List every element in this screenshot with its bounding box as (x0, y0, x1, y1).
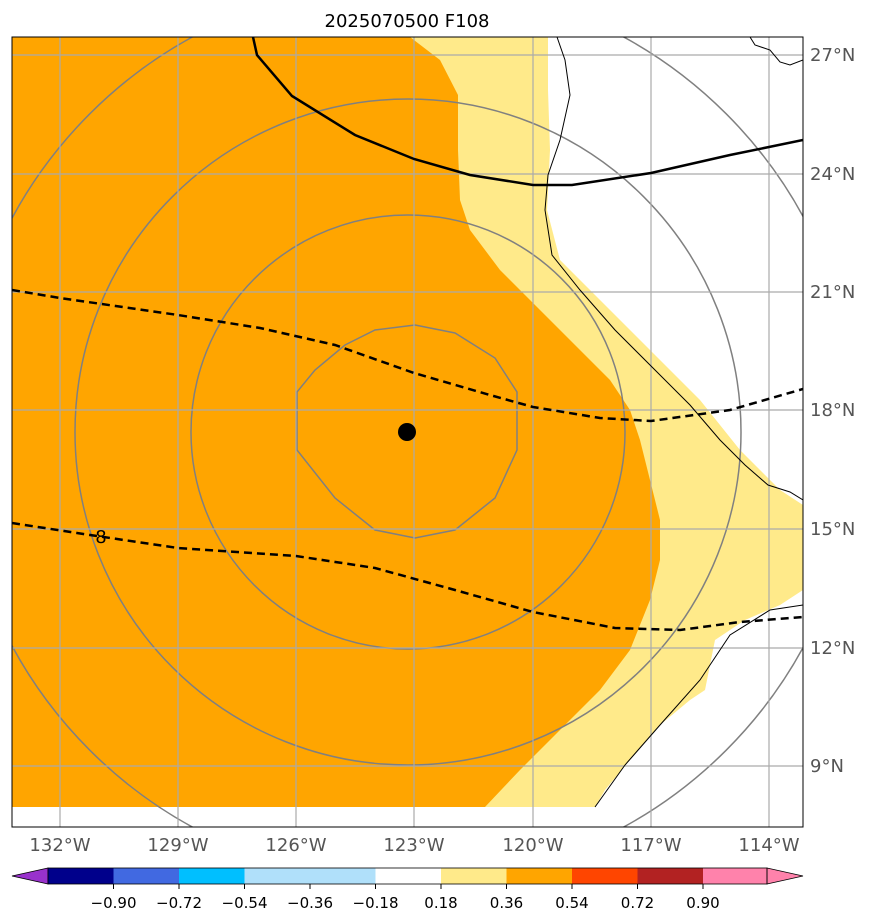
colorbar-extend-low (11, 867, 49, 885)
solid-contour (251, 37, 803, 187)
colorbar-tick-label-10: 0.90 (686, 894, 719, 912)
colorbar-tick-label-8: 0.54 (555, 894, 588, 912)
lon-label-132w: 132°W (29, 835, 90, 856)
map-frame (11, 36, 804, 828)
colorbar-segment-10 (637, 868, 703, 884)
lat-label-24n: 24°N (810, 164, 855, 185)
colorbar-tick-label-9: 0.72 (621, 894, 654, 912)
colorbar-tick-label-2: −0.72 (156, 894, 202, 912)
colorbar-tick-label-1: −0.90 (91, 894, 137, 912)
lat-label-15n: 15°N (810, 519, 855, 540)
lon-label-126w: 126°W (265, 835, 326, 856)
colorbar-segment-5 (310, 868, 376, 884)
lat-label-9n: 9°N (810, 756, 844, 777)
dashed-contour-upper (12, 288, 803, 423)
colorbar-tick-label-4: −0.36 (287, 894, 333, 912)
range-rings (12, 37, 803, 827)
colorbar-segment-11 (703, 868, 767, 884)
lat-label-21n: 21°N (810, 282, 855, 303)
colorbar-segment-3 (179, 868, 245, 884)
coastline (544, 37, 803, 808)
lon-label-117w: 117°W (620, 835, 681, 856)
colorbar-tick-label-7: 0.36 (490, 894, 523, 912)
fill-region-orange (12, 37, 660, 807)
range-ring-2 (190, 214, 626, 650)
dashed-contour-lower (12, 521, 803, 632)
range-ring-3 (74, 98, 742, 766)
lon-label-123w: 123°W (383, 835, 444, 856)
colorbar-segment-1 (48, 868, 114, 884)
colorbar-ticks (113, 884, 704, 889)
colorbar-frame (47, 867, 768, 885)
colorbar-segment-4 (244, 868, 310, 884)
colorbar-segment-6 (375, 868, 441, 884)
lat-label-12n: 12°N (810, 638, 855, 659)
storm-center-marker (398, 423, 416, 441)
colorbar-segment-2 (113, 868, 179, 884)
longitude-labels: 132°W 129°W 126°W 123°W 120°W 117°W 114°… (29, 835, 799, 856)
colorbar: −0.90 −0.72 −0.54 −0.36 −0.18 0.18 0.36 … (11, 867, 804, 912)
dashed-contours (12, 288, 803, 632)
colorbar-segment-9 (572, 868, 638, 884)
lon-label-120w: 120°W (502, 835, 563, 856)
lat-label-27n: 27°N (810, 45, 855, 66)
latitude-labels: 27°N 24°N 21°N 18°N 15°N 12°N 9°N (810, 45, 855, 777)
range-ring-1 (296, 324, 518, 539)
lat-label-18n: 18°N (810, 400, 855, 421)
colorbar-tick-label-3: −0.54 (222, 894, 268, 912)
colorbar-extend-high (766, 867, 804, 885)
lon-label-129w: 129°W (147, 835, 208, 856)
contour-label: 8 (95, 527, 106, 548)
lon-label-114w: 114°W (738, 835, 799, 856)
colorbar-tick-label-6: 0.18 (424, 894, 457, 912)
figure-title: 2025070500 F108 (325, 11, 490, 32)
colorbar-segment-8 (506, 868, 572, 884)
colorbar-segment-7 (441, 868, 507, 884)
colorbar-tick-label-5: −0.18 (353, 894, 399, 912)
map-area: 8 (12, 37, 803, 827)
